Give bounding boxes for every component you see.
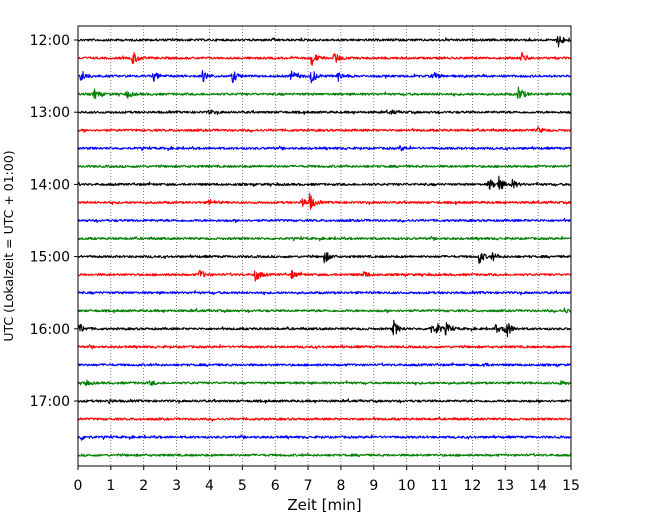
x-tick-label: 6 [271, 478, 280, 494]
seismogram-trace [77, 398, 572, 404]
seismogram-trace [77, 452, 572, 458]
seismogram-trace [77, 289, 572, 296]
seismogram-trace [77, 175, 572, 190]
x-grid [110, 26, 539, 466]
y-tick-label: 12:00 [30, 33, 70, 49]
seismogram-trace [77, 434, 572, 441]
x-axis: 0 1 2 3 4 5 6 7 8 9 10 11 12 13 14 15 [74, 466, 580, 494]
seismogram-trace [77, 379, 572, 386]
seismogram-trace [77, 70, 572, 84]
seismogram-trace [77, 164, 572, 169]
x-axis-label: Zeit [min] [287, 496, 361, 514]
x-tick-label: 1 [106, 478, 115, 494]
x-tick-label: 7 [304, 478, 313, 494]
x-tick-label: 0 [74, 478, 83, 494]
x-tick-label: 11 [431, 478, 449, 494]
seismogram-trace [77, 344, 572, 350]
seismogram-trace [77, 109, 572, 116]
plot-frame [77, 25, 572, 467]
seismogram-trace [77, 235, 572, 242]
seismogram-trace [77, 145, 572, 152]
y-tick-label: 15:00 [30, 250, 70, 266]
x-tick-label: 4 [205, 478, 214, 494]
seismogram-trace [77, 269, 572, 282]
seismogram-trace [77, 217, 572, 224]
x-tick-label: 10 [398, 478, 416, 494]
x-tick-label: 8 [336, 478, 345, 494]
y-tick-label: 14:00 [30, 177, 70, 193]
x-tick-label: 2 [139, 478, 148, 494]
seismogram-trace [77, 362, 572, 368]
x-tick-label: 13 [496, 478, 514, 494]
y-axis-label: UTC (Lokalzeit = UTC + 01:00) [1, 150, 16, 341]
seismogram-trace [77, 252, 572, 264]
seismogram-trace [77, 307, 572, 314]
y-tick-label: 13:00 [30, 105, 70, 121]
seismogram-trace [77, 35, 572, 48]
seismogram-trace [77, 416, 572, 422]
seismogram-trace [77, 51, 572, 67]
seismogram-trace [77, 126, 572, 133]
x-tick-label: 15 [562, 478, 580, 494]
x-tick-label: 12 [463, 478, 481, 494]
seismogram-trace [77, 192, 572, 210]
x-tick-label: 9 [369, 478, 378, 494]
y-tick-label: 17:00 [30, 394, 70, 410]
x-tick-label: 14 [529, 478, 547, 494]
seismogram-traces [77, 35, 572, 458]
x-tick-label: 5 [238, 478, 247, 494]
y-tick-label: 16:00 [30, 322, 70, 338]
y-axis: 12:00 13:00 14:00 15:00 16:00 17:00 [30, 33, 78, 410]
seismogram-trace [77, 86, 572, 99]
x-tick-label: 3 [172, 478, 181, 494]
seismogram-trace [77, 319, 572, 338]
